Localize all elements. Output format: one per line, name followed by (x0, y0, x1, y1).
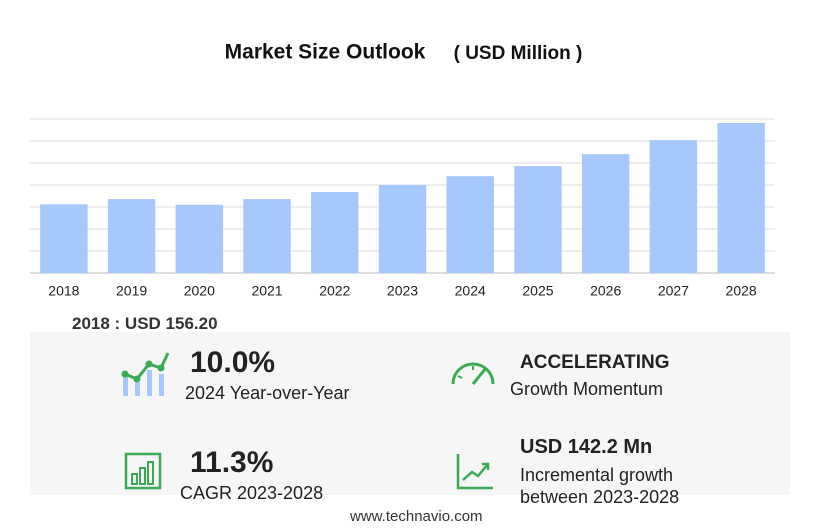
bar (717, 122, 765, 274)
x-tick-label: 2027 (658, 283, 689, 299)
bar (378, 185, 427, 273)
bar (649, 140, 698, 273)
chart-title: Market Size Outlook (225, 41, 426, 64)
footer: www.technavio.com (350, 508, 483, 525)
yoy-icon (121, 352, 170, 396)
stat-label: Growth Momentum (510, 379, 664, 399)
gauge-icon (451, 362, 495, 385)
x-tick-label: 2019 (116, 283, 147, 299)
stat-label: between 2023-2028 (520, 487, 680, 507)
x-tick-label: 2026 (590, 283, 621, 299)
stat-value: 11.3% (190, 446, 274, 479)
unit-label: ( USD Million ) (454, 43, 583, 64)
stat-label: 2024 Year-over-Year (185, 383, 350, 403)
stat-label: Incremental growth (520, 465, 674, 485)
x-tick-label: 2023 (387, 283, 418, 299)
stat-value: USD 142.2 Mn (520, 436, 653, 458)
stat-value: 10.0% (190, 346, 276, 379)
x-tick-label: 2020 (184, 283, 215, 299)
bar (107, 199, 156, 273)
bar (311, 192, 359, 273)
bar (175, 204, 224, 273)
chart: Market Size Outlook ( USD Million ) 2018… (30, 41, 775, 299)
stat-value: ACCELERATING (520, 352, 670, 373)
x-tick-label: 2024 (455, 283, 486, 299)
stats-panel (30, 332, 790, 495)
x-tick-label: 2022 (319, 283, 350, 299)
bar (40, 204, 88, 273)
growth-icon (456, 454, 493, 490)
x-tick-label: 2025 (522, 283, 553, 299)
bar (243, 199, 291, 273)
x-tick-label: 2021 (251, 283, 282, 299)
x-tick-label: 2028 (726, 283, 757, 299)
cagr-icon (124, 452, 162, 490)
bar (446, 176, 494, 273)
stat-label: CAGR 2023-2028 (180, 483, 324, 503)
x-tick-label: 2018 (48, 283, 79, 299)
bar (581, 154, 630, 273)
bar (514, 166, 562, 273)
base-summary: 2018 : USD 156.20 (72, 314, 218, 333)
